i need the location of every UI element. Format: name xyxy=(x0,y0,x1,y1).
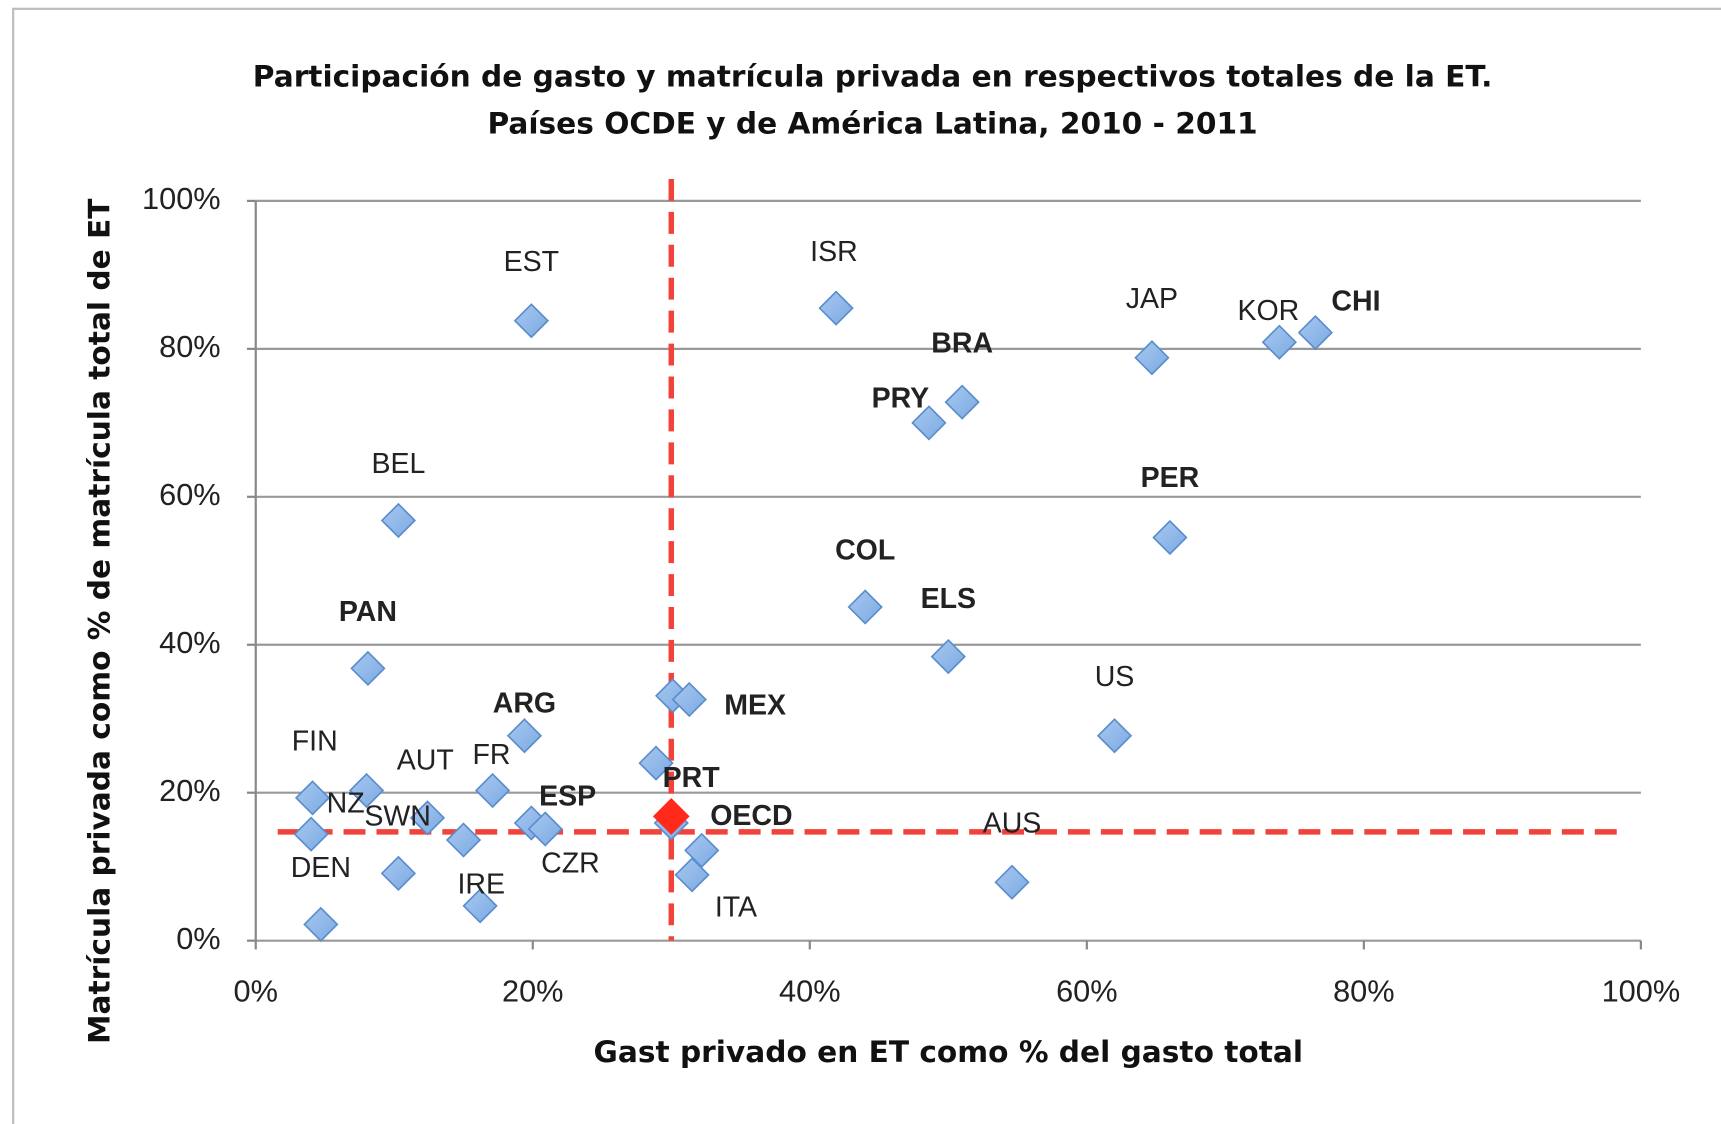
x-tick-label: 60% xyxy=(1056,973,1117,1008)
x-tick-label: 100% xyxy=(1602,973,1681,1008)
point-label: AUT xyxy=(397,744,454,776)
point-label: BEL xyxy=(371,448,425,480)
x-tick-label: 40% xyxy=(779,973,840,1008)
point xyxy=(638,745,674,781)
point-label: COL xyxy=(835,535,895,567)
point-label: FR xyxy=(472,739,510,771)
point xyxy=(380,855,417,891)
point xyxy=(1261,324,1297,360)
y-tick-label: 20% xyxy=(159,773,220,808)
point xyxy=(303,906,339,943)
chart-title: Participación de gasto y matrícula priva… xyxy=(253,58,1493,93)
point-label: ISR xyxy=(810,236,858,268)
point xyxy=(506,718,543,754)
point-label: EST xyxy=(504,246,559,278)
point-label: PAN xyxy=(339,596,397,628)
point-label: KOR xyxy=(1237,295,1299,327)
point-label: ARG xyxy=(493,688,556,720)
point-label: MEX xyxy=(724,690,786,722)
point xyxy=(348,772,385,809)
point xyxy=(911,405,947,441)
point xyxy=(527,811,563,847)
x-tick-label: 20% xyxy=(502,973,563,1008)
point-label: PER xyxy=(1141,462,1200,494)
point-label: FIN xyxy=(292,726,338,758)
chart-frame xyxy=(12,7,1721,1124)
point xyxy=(350,650,386,687)
highlight-label: OECD xyxy=(710,800,792,832)
point-label: NZ xyxy=(327,787,365,819)
point-label: JAP xyxy=(1126,283,1178,315)
point xyxy=(409,800,446,836)
y-tick-label: 60% xyxy=(159,477,220,512)
point xyxy=(684,832,720,869)
chart-title: Países OCDE y de América Latina, 2010 - … xyxy=(487,106,1257,141)
point xyxy=(513,303,550,339)
point xyxy=(1152,519,1188,556)
y-tick-label: 0% xyxy=(176,921,220,956)
point xyxy=(294,780,331,816)
point xyxy=(847,589,883,625)
point-label: PRY xyxy=(872,382,930,414)
y-tick-label: 80% xyxy=(159,329,220,364)
point-label: ESP xyxy=(539,780,596,812)
point-label: ITA xyxy=(715,891,757,923)
point-label: SWN xyxy=(364,801,431,833)
x-axis-title: Gast privado en ET como % del gasto tota… xyxy=(594,1034,1304,1069)
point xyxy=(1134,340,1170,376)
point xyxy=(1096,718,1133,754)
highlight-point xyxy=(652,798,690,835)
point xyxy=(818,290,854,326)
point xyxy=(674,857,710,893)
point-label: BRA xyxy=(931,328,993,360)
point xyxy=(1297,314,1333,351)
point xyxy=(671,681,707,718)
point xyxy=(944,384,980,420)
point-label: ELS xyxy=(921,583,976,615)
y-tick-label: 100% xyxy=(142,181,221,216)
point xyxy=(994,864,1030,900)
point xyxy=(474,772,511,809)
point-label: US xyxy=(1095,661,1135,693)
point xyxy=(293,816,329,852)
point-label: PRT xyxy=(663,762,721,794)
point-label: DEN xyxy=(291,852,351,884)
point-label: AUS xyxy=(983,808,1042,840)
point-label: CZR xyxy=(541,848,600,880)
point-label: IRE xyxy=(457,869,505,901)
y-axis-title: Matrícula privada como % de matrícula to… xyxy=(81,198,116,1044)
x-tick-label: 80% xyxy=(1333,973,1394,1008)
point-label: CHI xyxy=(1331,285,1380,317)
point xyxy=(380,502,417,539)
x-tick-label: 0% xyxy=(234,973,278,1008)
y-tick-label: 40% xyxy=(159,625,220,660)
point xyxy=(930,638,966,675)
point xyxy=(462,888,498,924)
point xyxy=(445,822,482,858)
